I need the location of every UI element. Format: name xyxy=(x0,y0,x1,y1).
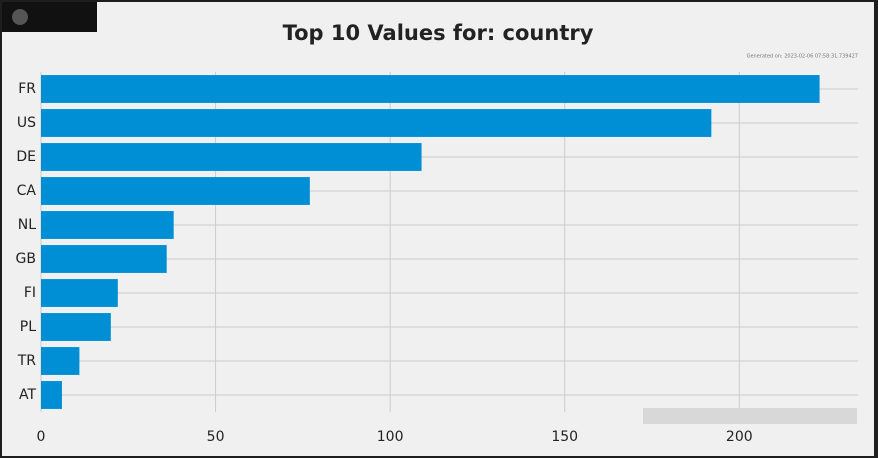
y-tick-label: TR xyxy=(17,353,37,369)
x-tick-label: 150 xyxy=(551,429,578,445)
bar xyxy=(41,177,310,205)
y-tick-label: GB xyxy=(16,251,36,267)
x-tick-label: 200 xyxy=(726,429,753,445)
y-tick-label: FR xyxy=(18,81,36,97)
y-tick-label: FI xyxy=(24,285,36,301)
y-tick-label: NL xyxy=(18,217,36,233)
bar xyxy=(41,313,111,341)
logo-icon xyxy=(12,9,28,25)
bar xyxy=(41,211,174,239)
bar xyxy=(41,347,80,375)
bar xyxy=(41,143,422,171)
bar xyxy=(41,245,167,273)
bar xyxy=(41,279,118,307)
x-tick-label: 100 xyxy=(377,429,404,445)
subtitle: Generated on: 2023-02-06 07:58:31.739427 xyxy=(747,54,858,60)
bar xyxy=(41,109,712,137)
y-tick-label: DE xyxy=(16,149,36,165)
x-tick-label: 0 xyxy=(37,429,46,445)
bar xyxy=(41,381,62,409)
blurred-box xyxy=(643,408,857,424)
y-tick-label: CA xyxy=(17,183,37,199)
bar xyxy=(41,75,820,103)
y-tick-label: US xyxy=(17,115,36,131)
y-tick-label: PL xyxy=(20,319,36,335)
x-tick-label: 50 xyxy=(207,429,225,445)
chart-title: Top 10 Values for: country xyxy=(283,21,594,45)
y-tick-label: AT xyxy=(19,387,36,403)
